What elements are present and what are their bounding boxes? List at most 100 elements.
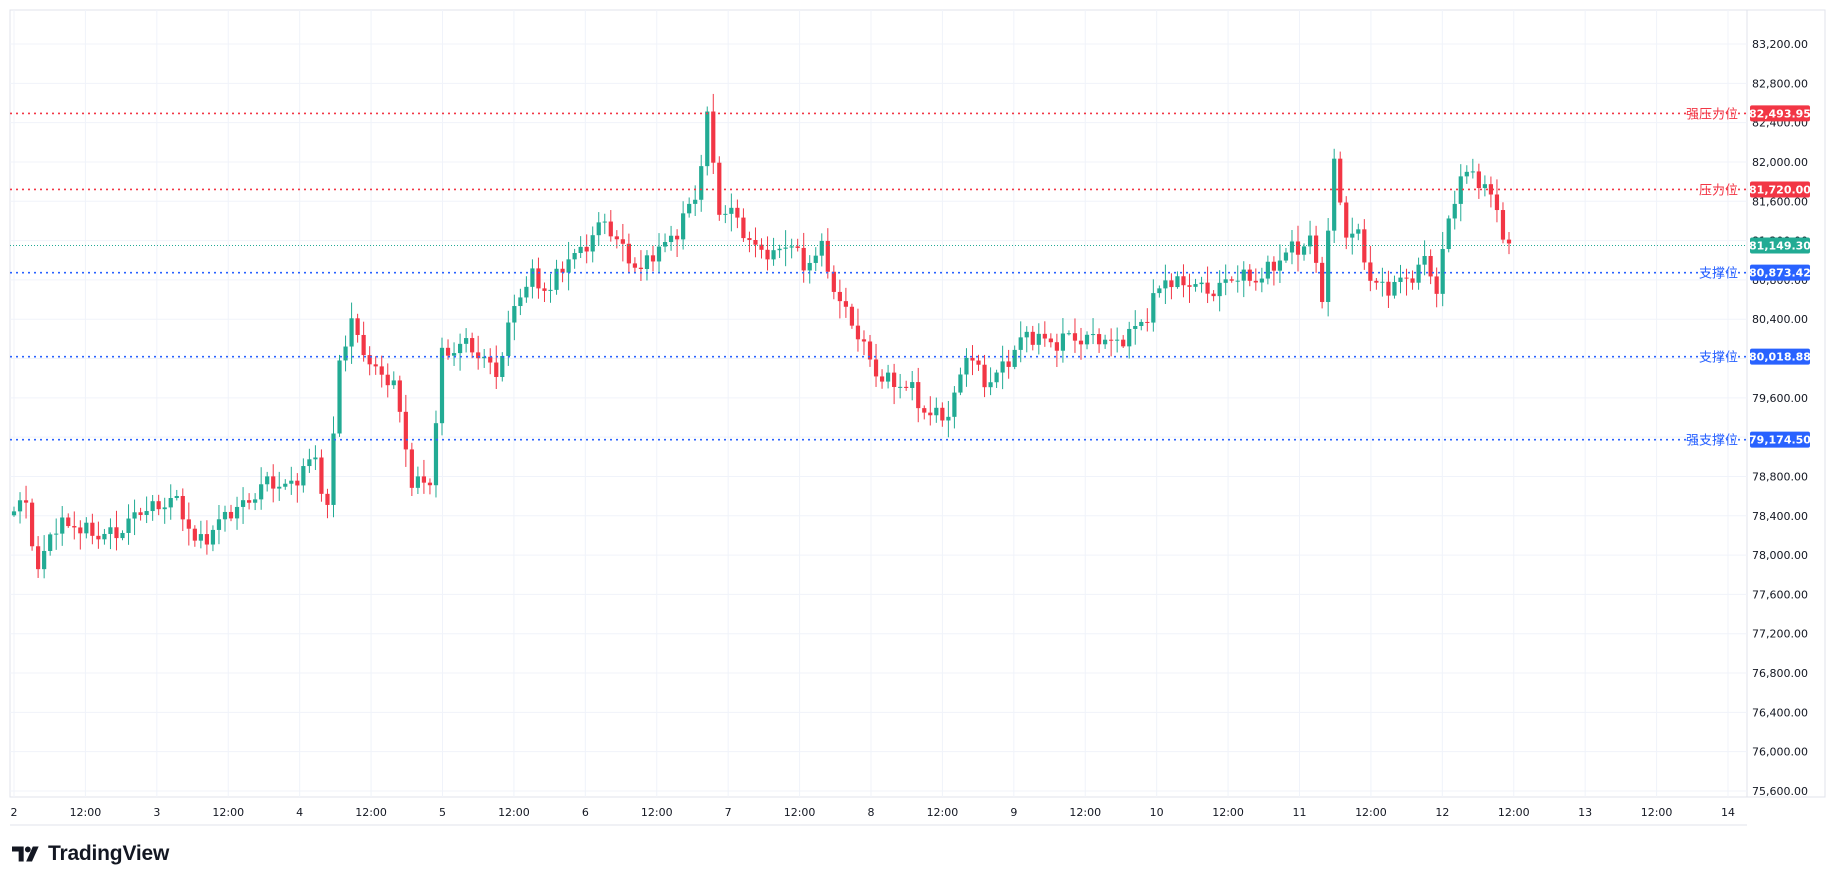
tradingview-logo-icon bbox=[12, 846, 39, 862]
candle-body bbox=[397, 380, 402, 412]
candle-body bbox=[427, 482, 433, 486]
candle-body bbox=[548, 289, 553, 291]
candle-body bbox=[1042, 333, 1047, 339]
x-tick-label: 12:00 bbox=[1069, 806, 1101, 819]
candle-body bbox=[1133, 326, 1138, 329]
x-tick-label: 12:00 bbox=[927, 806, 959, 819]
candle-body bbox=[42, 550, 47, 570]
x-tick-label: 13 bbox=[1578, 806, 1592, 819]
candle-body bbox=[1428, 256, 1433, 277]
candle-body bbox=[391, 380, 396, 386]
x-tick-label: 12:00 bbox=[212, 806, 244, 819]
candle-body bbox=[379, 366, 384, 375]
candle-body bbox=[373, 364, 378, 367]
candle-body bbox=[578, 246, 583, 254]
candle-body bbox=[898, 386, 903, 388]
candle-body bbox=[494, 362, 499, 377]
candle-body bbox=[934, 407, 939, 416]
candle-body bbox=[723, 213, 728, 215]
candle-body bbox=[60, 517, 65, 534]
price-level-label: 强支撑位 bbox=[1686, 434, 1738, 449]
candle-body bbox=[1060, 333, 1066, 351]
candle-body bbox=[994, 372, 999, 383]
candle-body bbox=[958, 374, 963, 393]
candle-body bbox=[11, 511, 17, 516]
candle-body bbox=[910, 382, 915, 388]
price-level-badge bbox=[1750, 431, 1810, 448]
candle-body bbox=[1265, 261, 1270, 279]
candle-body bbox=[1036, 333, 1041, 345]
candle-body bbox=[1344, 202, 1349, 238]
candle-body bbox=[831, 271, 836, 292]
candle-body bbox=[439, 347, 445, 424]
price-level-value: 79,174.50 bbox=[1749, 434, 1811, 447]
candle-body bbox=[1404, 277, 1409, 279]
x-tick-label: 9 bbox=[1010, 806, 1017, 819]
candles bbox=[11, 93, 1512, 579]
candle-body bbox=[247, 500, 252, 503]
candle-body bbox=[819, 240, 824, 256]
y-tick-label: 78,800.00 bbox=[1752, 470, 1808, 483]
y-tick-label: 82,800.00 bbox=[1752, 77, 1808, 90]
candle-body bbox=[1464, 171, 1469, 177]
price-level-badge bbox=[1750, 181, 1810, 198]
candle-body bbox=[319, 457, 324, 494]
x-tick-label: 4 bbox=[296, 806, 303, 819]
candle-body bbox=[415, 476, 420, 488]
candle-body bbox=[813, 255, 818, 263]
candle-body bbox=[108, 527, 113, 534]
candle-body bbox=[849, 306, 855, 326]
candle-body bbox=[265, 476, 270, 485]
candle-body bbox=[1392, 281, 1397, 296]
candle-body bbox=[783, 247, 788, 249]
candle-body bbox=[78, 527, 83, 534]
x-tick-label: 12:00 bbox=[498, 806, 530, 819]
x-tick-label: 12:00 bbox=[1498, 806, 1530, 819]
price-level-label: 压力位 bbox=[1699, 183, 1738, 198]
candle-body bbox=[855, 325, 861, 340]
candle-body bbox=[445, 347, 451, 356]
price-axis[interactable] bbox=[1746, 9, 1826, 798]
candle-body bbox=[1301, 246, 1307, 255]
candle-body bbox=[512, 306, 517, 323]
y-tick-label: 81,600.00 bbox=[1752, 195, 1808, 208]
x-tick-label: 10 bbox=[1150, 806, 1164, 819]
candle-body bbox=[747, 238, 752, 240]
plot-area bbox=[9, 9, 1748, 798]
candle-body bbox=[596, 222, 601, 236]
candle-body bbox=[1470, 171, 1475, 173]
candle-body bbox=[325, 493, 330, 505]
candle-body bbox=[735, 207, 740, 218]
candle-body bbox=[1115, 339, 1120, 341]
candle-body bbox=[84, 522, 89, 534]
candle-body bbox=[1072, 333, 1078, 341]
candle-body bbox=[699, 166, 704, 200]
candle-body bbox=[1482, 184, 1487, 189]
price-level-badge bbox=[1750, 348, 1810, 365]
candle-body bbox=[253, 499, 258, 503]
candle-body bbox=[421, 476, 427, 483]
x-tick-label: 8 bbox=[868, 806, 875, 819]
candle-body bbox=[1054, 342, 1059, 351]
candle-body bbox=[1048, 338, 1053, 343]
candle-body bbox=[150, 501, 155, 512]
candle-body bbox=[542, 288, 547, 291]
candle-body bbox=[1241, 269, 1246, 281]
candle-body bbox=[1452, 203, 1457, 219]
candle-body bbox=[861, 339, 867, 342]
candle-body bbox=[584, 246, 589, 252]
candle-body bbox=[174, 495, 179, 499]
candle-body bbox=[204, 534, 210, 545]
candle-body bbox=[771, 250, 776, 260]
candle-body bbox=[500, 355, 505, 377]
candle-body bbox=[355, 318, 360, 335]
brand-name: TradingView bbox=[48, 842, 170, 865]
y-tick-label: 78,000.00 bbox=[1752, 549, 1808, 562]
candle-body bbox=[138, 512, 143, 515]
candle-body bbox=[675, 235, 680, 240]
candle-body bbox=[17, 500, 23, 512]
y-tick-label: 82,000.00 bbox=[1752, 156, 1808, 169]
candle-body bbox=[807, 262, 812, 271]
price-level-value: 80,873.42 bbox=[1749, 267, 1811, 280]
